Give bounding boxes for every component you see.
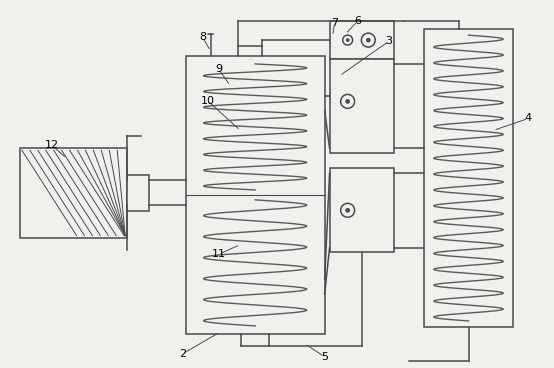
Circle shape (346, 208, 350, 212)
Bar (330, 21, 394, 59)
Bar (330, 59, 394, 153)
Text: 9: 9 (215, 64, 222, 74)
Text: 10: 10 (201, 96, 214, 106)
Circle shape (366, 38, 370, 42)
Text: 6: 6 (354, 16, 361, 26)
Bar (330, 168, 394, 252)
Text: 5: 5 (321, 352, 328, 362)
Text: 4: 4 (525, 113, 532, 124)
Bar (186, 56, 325, 334)
Bar (20, 148, 127, 238)
Text: 2: 2 (179, 349, 186, 359)
Text: 7: 7 (331, 18, 338, 28)
Text: 12: 12 (45, 140, 59, 150)
Circle shape (346, 99, 350, 103)
Circle shape (346, 39, 349, 42)
Bar (424, 29, 513, 327)
Text: 8: 8 (199, 32, 206, 42)
Text: 11: 11 (212, 250, 225, 259)
Bar (127, 175, 149, 211)
Text: 3: 3 (386, 36, 393, 46)
